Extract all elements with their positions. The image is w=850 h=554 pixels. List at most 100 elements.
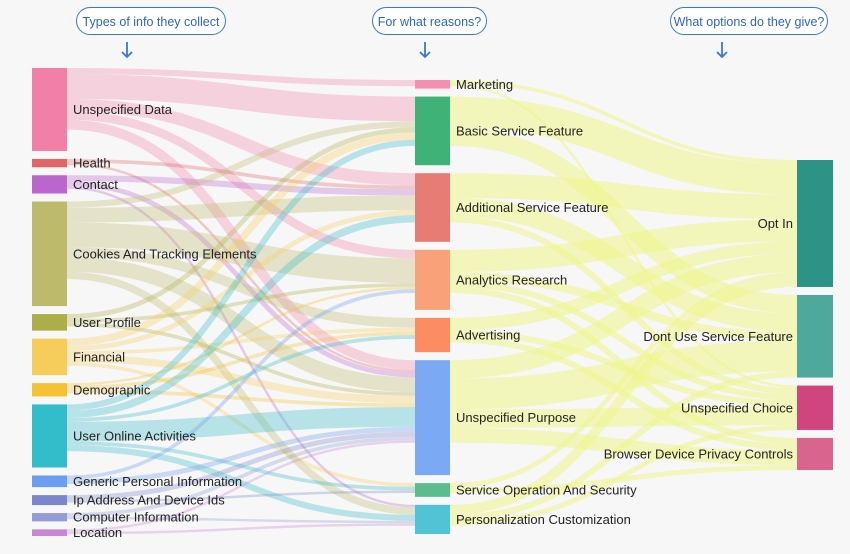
link-user-online-to-unspecified-purpose (66, 407, 416, 442)
node-basic-service (415, 96, 450, 166)
link-personalization-to-opt-in (449, 277, 798, 515)
node-label-marketing: Marketing (456, 77, 513, 92)
node-browser-controls (797, 437, 833, 470)
sankey-nodes: Unspecified Data Health Contact Cookies And… (32, 68, 833, 540)
link-unspecified-data-to-analytics (66, 111, 416, 259)
node-label-unspecified-data: Unspecified Data (73, 102, 173, 117)
link-cookies-to-unspecified-purpose (66, 256, 416, 393)
node-label-cookies: Cookies And Tracking Elements (73, 246, 257, 261)
node-label-unspecified-purpose: Unspecified Purpose (456, 410, 576, 425)
node-demographic (32, 383, 67, 397)
node-label-financial: Financial (73, 349, 125, 364)
link-advertising-to-opt-in (449, 241, 798, 331)
node-ip-address (32, 495, 67, 506)
link-health-to-unspecified-purpose (66, 162, 416, 373)
node-computer-info (32, 513, 67, 522)
link-cookies-to-basic-service (66, 121, 416, 208)
link-additional-service-to-dont-use (449, 197, 798, 332)
arrow-down-icon (716, 42, 728, 59)
link-marketing-to-opt-in (449, 79, 798, 164)
node-marketing (415, 80, 450, 89)
link-user-online-to-personalization (66, 445, 416, 521)
node-advertising (415, 317, 450, 353)
link-user-online-to-service-operation (66, 441, 416, 491)
node-opt-in (797, 160, 833, 287)
link-cookies-to-additional-service (66, 195, 416, 223)
link-generic-personal-to-unspecified-purpose (66, 426, 416, 485)
link-health-to-additional-service (66, 158, 416, 190)
link-financial-to-additional-service (66, 210, 416, 351)
node-label-unspecified-choice: Unspecified Choice (681, 400, 793, 415)
node-label-generic-personal: Generic Personal Information (73, 474, 242, 489)
node-label-user-profile: User Profile (73, 315, 141, 330)
link-unspecified-data-to-unspecified-purpose (66, 119, 416, 371)
link-cookies-to-advertising (66, 247, 416, 328)
link-unspecified-data-to-additional-service (66, 98, 416, 186)
arrow-down-icon (121, 42, 133, 59)
link-location-to-unspecified-purpose (66, 440, 416, 532)
node-label-browser-controls: Browser Device Privacy Controls (604, 446, 794, 461)
link-user-online-to-additional-service (66, 215, 416, 418)
node-label-user-online: User Online Activities (73, 428, 196, 443)
link-contact-to-unspecified-purpose (66, 181, 416, 378)
header-info-types: Types of info they collect (76, 7, 226, 35)
node-label-additional-service: Additional Service Feature (456, 200, 608, 215)
header-reasons: For what reasons? (372, 7, 487, 35)
arrow-down-icon (419, 42, 431, 59)
link-ip-address-to-unspecified-purpose (66, 431, 416, 501)
link-unspecified-purpose-to-opt-in (449, 253, 798, 379)
node-label-ip-address: Ip Address And Device Ids (73, 493, 225, 508)
link-personalization-to-dont-use (449, 371, 798, 521)
link-generic-personal-to-analytics (66, 289, 416, 480)
node-health (32, 158, 67, 168)
link-user-profile-to-basic-service (66, 127, 416, 319)
node-label-analytics: Analytics Research (456, 272, 567, 287)
node-label-health: Health (73, 156, 111, 171)
link-additional-service-to-opt-in (449, 173, 798, 220)
link-unspecified-purpose-to-unspecified-choice (449, 406, 798, 428)
link-user-profile-to-unspecified-purpose (66, 322, 416, 396)
link-unspecified-data-to-marketing (66, 68, 416, 87)
link-financial-to-service-operation (66, 362, 416, 487)
link-financial-to-unspecified-purpose (66, 354, 416, 404)
node-label-personalization: Personalization Customization (456, 512, 631, 527)
node-label-computer-info: Computer Information (73, 510, 199, 525)
link-financial-to-basic-service (66, 132, 416, 347)
link-user-profile-to-analytics (66, 283, 416, 323)
node-label-dont-use: Dont Use Service Feature (643, 329, 793, 344)
link-financial-to-advertising (66, 327, 416, 355)
link-computer-info-to-unspecified-purpose (66, 436, 416, 517)
link-service-operation-to-browser-controls (449, 465, 798, 493)
node-label-demographic: Demographic (73, 382, 151, 397)
node-service-operation (415, 483, 450, 497)
link-unspecified-purpose-to-dont-use (449, 340, 798, 410)
link-analytics-to-unspecified-choice (449, 280, 798, 401)
link-user-online-to-advertising (66, 335, 416, 422)
node-generic-personal (32, 475, 67, 488)
link-user-online-to-basic-service (66, 139, 416, 411)
node-label-service-operation: Service Operation And Security (456, 482, 637, 497)
link-cookies-to-personalization (66, 271, 416, 515)
link-basic-service-to-opt-in (449, 96, 798, 195)
node-additional-service (415, 173, 450, 242)
link-contact-to-additional-service (66, 175, 416, 196)
node-location (32, 529, 67, 536)
node-label-contact: Contact (73, 177, 118, 192)
node-label-advertising: Advertising (456, 328, 520, 343)
node-label-location: Location (73, 525, 122, 540)
link-personalization-to-unspecified-choice (449, 425, 798, 526)
link-ip-address-to-service-operation (66, 490, 416, 503)
node-financial (32, 338, 67, 376)
link-demographic-to-advertising (66, 331, 416, 390)
node-label-opt-in: Opt In (758, 216, 793, 231)
node-unspecified-choice (797, 385, 833, 430)
header-options: What options do they give? (670, 7, 828, 35)
node-unspecified-purpose (415, 360, 450, 476)
node-label-basic-service: Basic Service Feature (456, 123, 583, 138)
link-analytics-to-opt-in (449, 219, 798, 273)
node-user-online (32, 404, 67, 468)
link-location-to-personalization (66, 523, 416, 535)
node-personalization (415, 504, 450, 534)
node-cookies (32, 201, 67, 307)
link-contact-to-personalization (66, 186, 416, 508)
